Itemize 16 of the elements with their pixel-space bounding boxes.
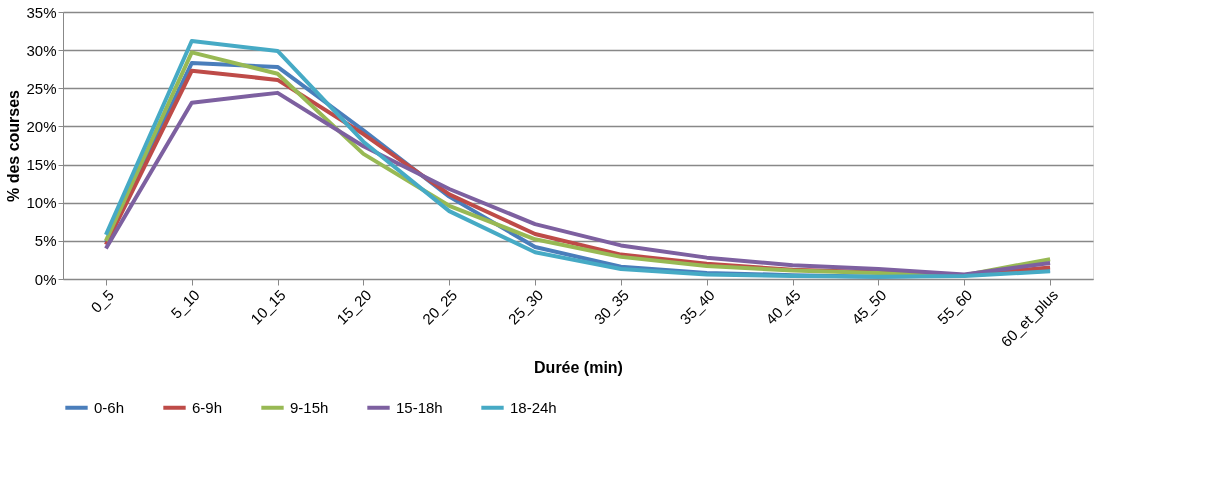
y-tick-label: 10% — [26, 194, 57, 212]
legend-label: 0-6h — [94, 398, 125, 416]
legend-label: 18-24h — [510, 398, 557, 416]
legend-label: 6-9h — [192, 398, 223, 416]
x-tick-label: 0_5 — [87, 286, 118, 316]
y-axis-title: % des courses — [5, 89, 23, 203]
y-tick-label: 5% — [34, 232, 57, 250]
x-axis-title: Durée (min) — [534, 359, 623, 377]
legend-label: 15-18h — [396, 398, 443, 416]
y-tick-label: 15% — [26, 156, 57, 174]
legend-label: 9-15h — [290, 398, 329, 416]
y-tick-label: 25% — [26, 79, 57, 97]
y-tick-label: 20% — [26, 117, 57, 135]
y-tick-label: 35% — [26, 3, 57, 21]
y-tick-label: 0% — [34, 270, 57, 288]
y-tick-label: 30% — [26, 41, 57, 59]
